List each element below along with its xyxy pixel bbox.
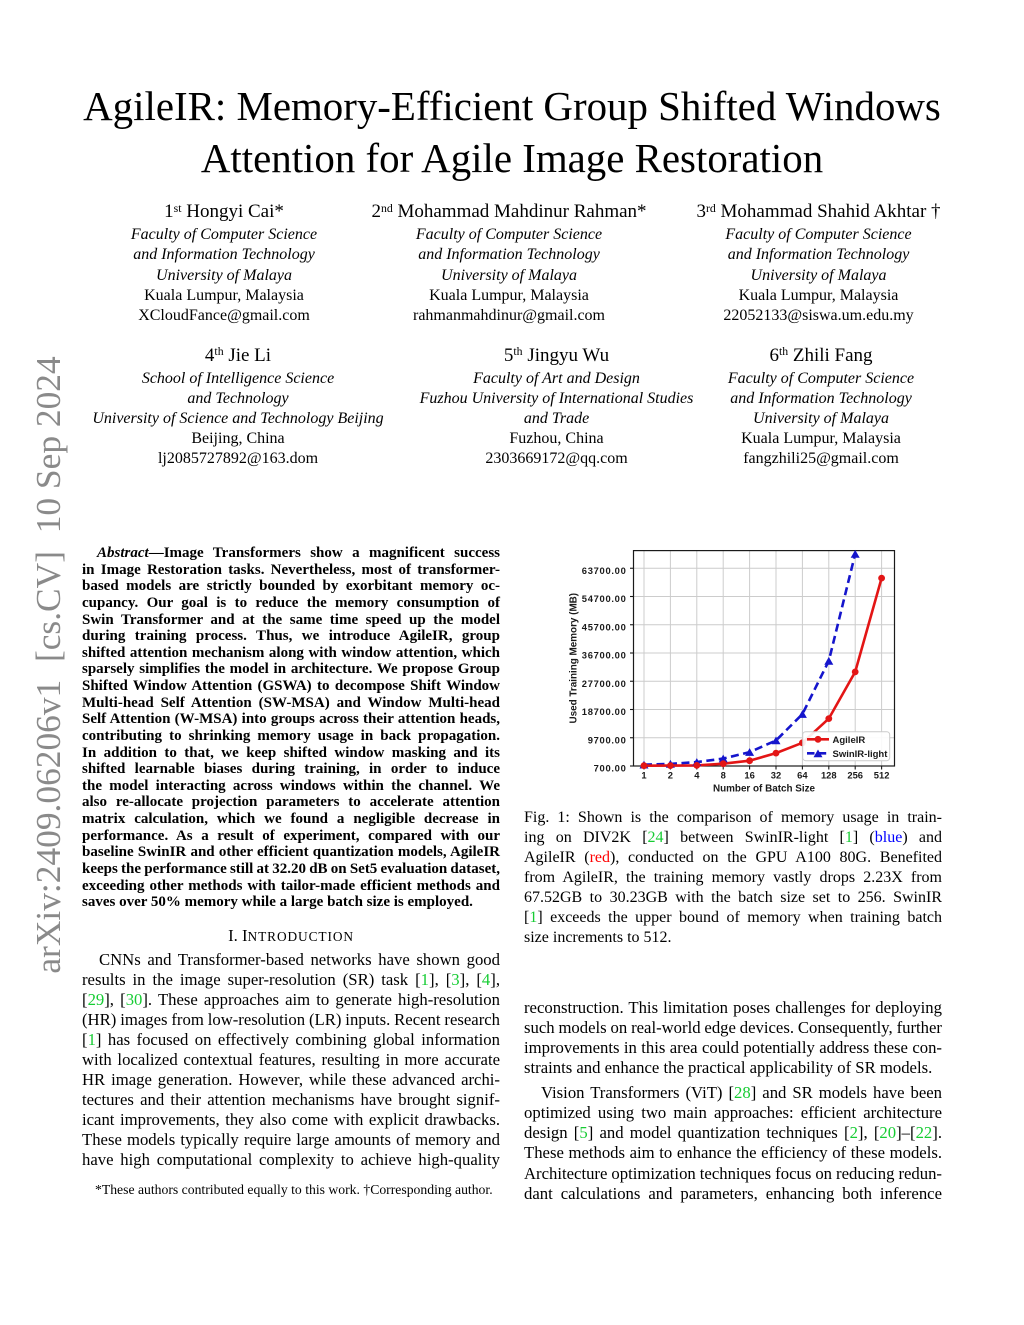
svg-text:Number of Batch Size: Number of Batch Size — [713, 784, 816, 795]
svg-text:45700.00: 45700.00 — [582, 621, 627, 632]
svg-text:8: 8 — [721, 770, 726, 781]
svg-text:256: 256 — [847, 770, 863, 781]
svg-text:SwinIR-light: SwinIR-light — [833, 749, 889, 760]
svg-text:16: 16 — [744, 770, 754, 781]
svg-text:18700.00: 18700.00 — [582, 706, 627, 717]
svg-text:54700.00: 54700.00 — [582, 593, 627, 604]
svg-text:9700.00: 9700.00 — [588, 734, 627, 745]
svg-text:27700.00: 27700.00 — [582, 678, 627, 689]
svg-text:32: 32 — [771, 770, 781, 781]
svg-text:AgileIR: AgileIR — [833, 735, 866, 746]
svg-text:64: 64 — [797, 770, 808, 781]
svg-text:700.00: 700.00 — [594, 763, 627, 774]
svg-text:Used Training Memory (MB): Used Training Memory (MB) — [569, 593, 580, 724]
svg-text:36700.00: 36700.00 — [582, 650, 627, 661]
svg-text:2: 2 — [668, 770, 673, 781]
svg-text:4: 4 — [694, 770, 700, 781]
svg-text:63700.00: 63700.00 — [582, 565, 627, 576]
svg-text:512: 512 — [874, 770, 890, 781]
svg-text:128: 128 — [821, 770, 837, 781]
svg-text:1: 1 — [641, 770, 646, 781]
